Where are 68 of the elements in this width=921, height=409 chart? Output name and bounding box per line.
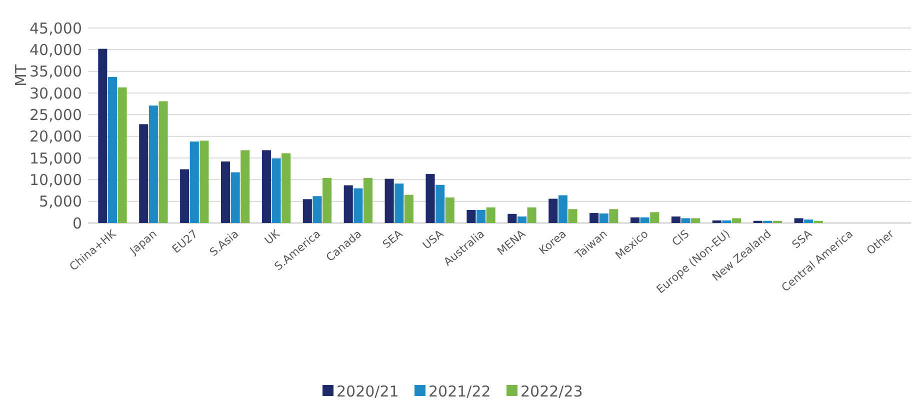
y-tick-label: 30,000 [30,84,82,102]
bar [517,216,526,223]
bar [230,172,240,223]
bar [158,101,168,223]
bar [681,218,690,223]
bar [180,169,190,223]
bar [599,213,608,223]
x-tick-label: SSA [790,227,815,252]
bar [394,184,404,223]
bar [302,199,312,223]
bar [426,174,435,223]
y-tick-label: 25,000 [30,106,82,124]
legend-label: 2020/21 [336,382,399,400]
x-tick-label: USA [420,227,446,252]
y-tick-label: 5,000 [39,192,82,211]
bar [108,76,117,223]
bar [722,220,732,223]
bar [712,220,722,223]
x-tick-label: CIS [670,227,692,249]
bar [558,195,568,223]
legend-label: 2021/22 [428,382,491,400]
bar [650,212,660,223]
bar [630,217,640,223]
bar [486,207,496,223]
bar [363,178,373,223]
bar [436,184,445,223]
y-tick-label: 35,000 [30,62,82,81]
y-tick-label: 20,000 [30,128,82,146]
bar [118,87,127,223]
bar [220,161,230,223]
bar [262,150,271,223]
bar [794,218,804,223]
bar [240,150,250,223]
bar [527,207,536,223]
bar [98,48,108,223]
bar [691,218,700,223]
bar [640,217,650,223]
bar [148,106,158,223]
bar [312,196,322,223]
bar [384,178,394,223]
bar [568,209,578,223]
y-tick-label: 10,000 [30,170,82,189]
bar [272,158,281,223]
bar [466,210,476,223]
bar [445,197,454,223]
legend-label: 2022/23 [520,382,583,400]
bar [344,185,353,223]
bar [404,194,414,223]
y-tick-label: 15,000 [30,149,82,168]
bar [671,216,680,223]
x-tick-label: SEA [380,227,406,252]
y-tick-label: 0 [72,214,82,232]
bar [200,140,209,223]
y-tick-label: 40,000 [30,40,82,59]
bar [548,198,558,223]
bar [609,209,618,223]
bar [804,220,814,223]
bar [590,213,599,223]
bar [322,178,332,223]
bar [190,142,199,223]
bar [354,188,363,223]
bar [476,210,486,223]
y-tick-label: 45,000 [30,19,82,38]
bar [732,218,742,223]
bar [282,153,291,223]
bar [139,124,148,223]
bar [508,214,517,223]
y-axis-title: MT [12,64,30,87]
